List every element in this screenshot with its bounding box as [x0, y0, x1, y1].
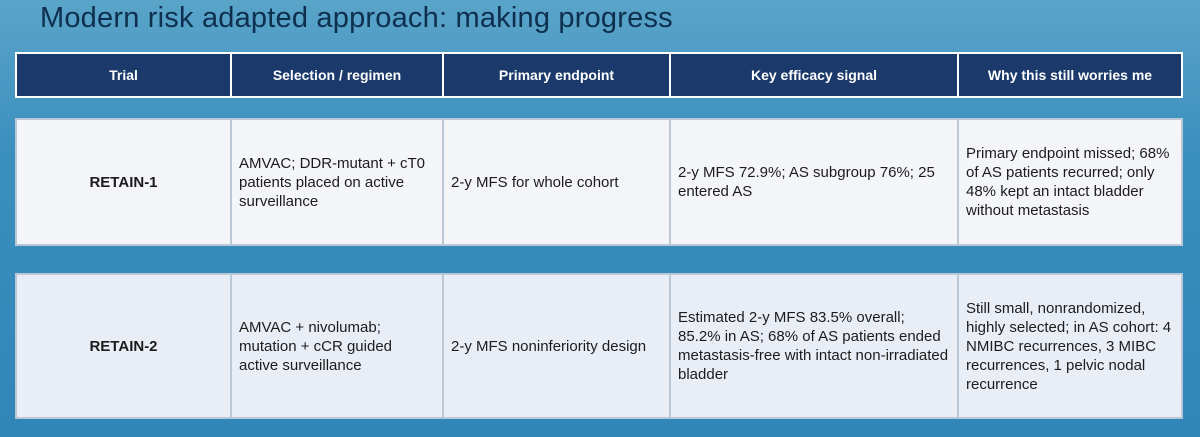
endpoint-text: 2-y MFS noninferiority design [451, 337, 647, 355]
trial-name: RETAIN-2 [89, 337, 158, 355]
efficacy-cell: 2-y MFS 72.9%; AS subgroup 76%; 25 enter… [671, 120, 957, 244]
selection-text: AMVAC + nivolumab; mutation + cCR guided… [239, 318, 393, 374]
table-row: RETAIN-1 AMVAC; DDR-mutant + cT0 patient… [15, 118, 1183, 246]
table-header-row: Trial Selection / regimen Primary endpoi… [15, 52, 1183, 98]
endpoint-text: 2-y MFS for whole cohort [451, 173, 619, 191]
efficacy-text: Estimated 2-y MFS 83.5% overall; 85.2% i… [678, 309, 949, 383]
header-endpoint: Primary endpoint [444, 54, 669, 96]
trial-name-cell: RETAIN-2 [17, 275, 230, 417]
endpoint-cell: 2-y MFS for whole cohort [444, 120, 669, 244]
header-trial: Trial [17, 54, 230, 96]
efficacy-text: 2-y MFS 72.9%; AS subgroup 76%; 25 enter… [678, 164, 935, 200]
slide-title: Modern risk adapted approach: making pro… [40, 2, 673, 34]
trial-name-cell: RETAIN-1 [17, 120, 230, 244]
trial-name: RETAIN-1 [89, 173, 158, 191]
header-selection: Selection / regimen [232, 54, 442, 96]
table-row: RETAIN-2 AMVAC + nivolumab; mutation + c… [15, 273, 1183, 419]
header-efficacy: Key efficacy signal [671, 54, 957, 96]
efficacy-cell: Estimated 2-y MFS 83.5% overall; 85.2% i… [671, 275, 957, 417]
header-worries: Why this still worries me [959, 54, 1181, 96]
selection-text: AMVAC; DDR-mutant + cT0 patients placed … [239, 154, 426, 210]
selection-cell: AMVAC + nivolumab; mutation + cCR guided… [232, 275, 442, 417]
worries-cell: Primary endpoint missed; 68% of AS patie… [959, 120, 1181, 244]
worries-text: Primary endpoint missed; 68% of AS patie… [966, 145, 1170, 219]
endpoint-cell: 2-y MFS noninferiority design [444, 275, 669, 417]
selection-cell: AMVAC; DDR-mutant + cT0 patients placed … [232, 120, 442, 244]
worries-text: Still small, nonrandomized, highly selec… [966, 299, 1172, 393]
worries-cell: Still small, nonrandomized, highly selec… [959, 275, 1181, 417]
